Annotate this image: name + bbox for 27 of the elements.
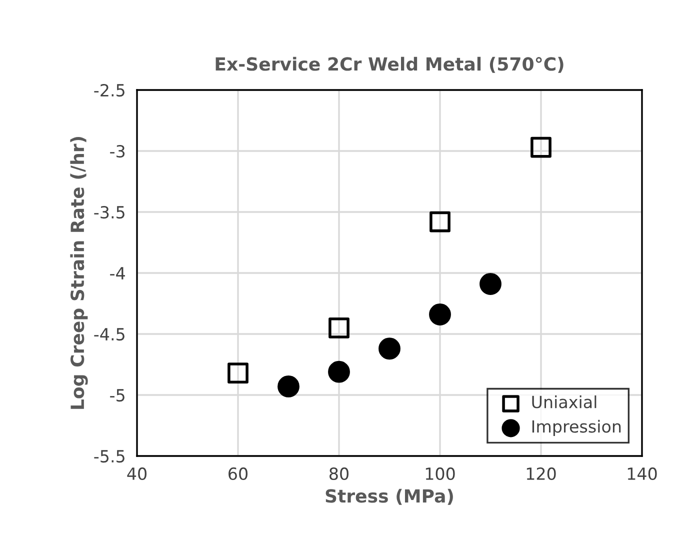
x-tick-label: 80: [330, 467, 348, 480]
legend-label: Impression: [532, 420, 621, 436]
y-tick-label: -4.5: [94, 328, 124, 341]
chart-title: Ex-Service 2Cr Weld Metal (570°C): [216, 56, 564, 73]
point: [328, 360, 350, 383]
x-tick-label: 120: [526, 467, 556, 480]
point: [530, 136, 552, 158]
y-tick-label: -3: [110, 144, 125, 158]
point: [480, 273, 502, 295]
x-tick-label: 60: [228, 467, 248, 480]
x-tick-label: 100: [426, 467, 455, 480]
point: [328, 317, 350, 338]
point: [430, 211, 450, 232]
x-tick-label: 140: [628, 467, 657, 480]
point: [228, 362, 248, 384]
y-tick-label: -2.5: [94, 84, 124, 97]
legend-label: Uniaxial: [532, 395, 596, 408]
point: [429, 304, 451, 326]
y-tick-label: -5: [110, 389, 124, 402]
point: [278, 375, 300, 398]
x-tick-label: 40: [127, 467, 146, 480]
y-tick-label: -4: [110, 267, 125, 280]
y-tick-label: -5.5: [94, 450, 124, 463]
point: [378, 338, 400, 360]
y-tick-label: -3.5: [94, 206, 124, 219]
y-axis-title: Log Creep Strain Rate (/hr): [70, 136, 88, 409]
x-axis-title: Stress (MPa): [326, 488, 453, 505]
